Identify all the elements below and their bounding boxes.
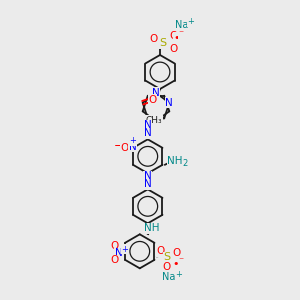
Text: S: S (163, 252, 170, 262)
Text: ⁻: ⁻ (178, 29, 184, 39)
Text: ⁻: ⁻ (178, 256, 183, 266)
Text: NH: NH (167, 156, 182, 167)
Text: O: O (111, 241, 119, 251)
Text: •: • (172, 259, 179, 269)
Text: N: N (144, 120, 152, 130)
Text: NH: NH (144, 223, 160, 233)
Text: +: + (175, 270, 182, 279)
Text: O: O (169, 31, 177, 41)
Text: N: N (165, 98, 173, 108)
Text: S: S (159, 38, 167, 48)
Text: N: N (129, 142, 136, 152)
Text: −: − (114, 139, 124, 152)
Text: N: N (144, 171, 152, 181)
Text: N: N (144, 179, 152, 189)
Text: CH₃: CH₃ (146, 116, 163, 125)
Text: O: O (163, 262, 171, 272)
Text: O: O (150, 34, 158, 44)
Text: O: O (172, 248, 181, 258)
Text: N: N (115, 248, 123, 258)
Text: •: • (174, 33, 180, 43)
Text: Na: Na (162, 272, 175, 282)
Text: +: + (129, 136, 136, 145)
Text: +: + (188, 17, 194, 26)
Text: O: O (121, 143, 129, 153)
Text: O: O (111, 255, 119, 265)
Text: O: O (148, 95, 157, 105)
Text: O: O (157, 246, 165, 256)
Text: O: O (169, 44, 177, 54)
Text: N: N (144, 128, 152, 138)
Text: +: + (121, 245, 128, 254)
Text: Na: Na (175, 20, 189, 30)
Text: N: N (152, 88, 160, 98)
Text: 2: 2 (182, 159, 188, 168)
